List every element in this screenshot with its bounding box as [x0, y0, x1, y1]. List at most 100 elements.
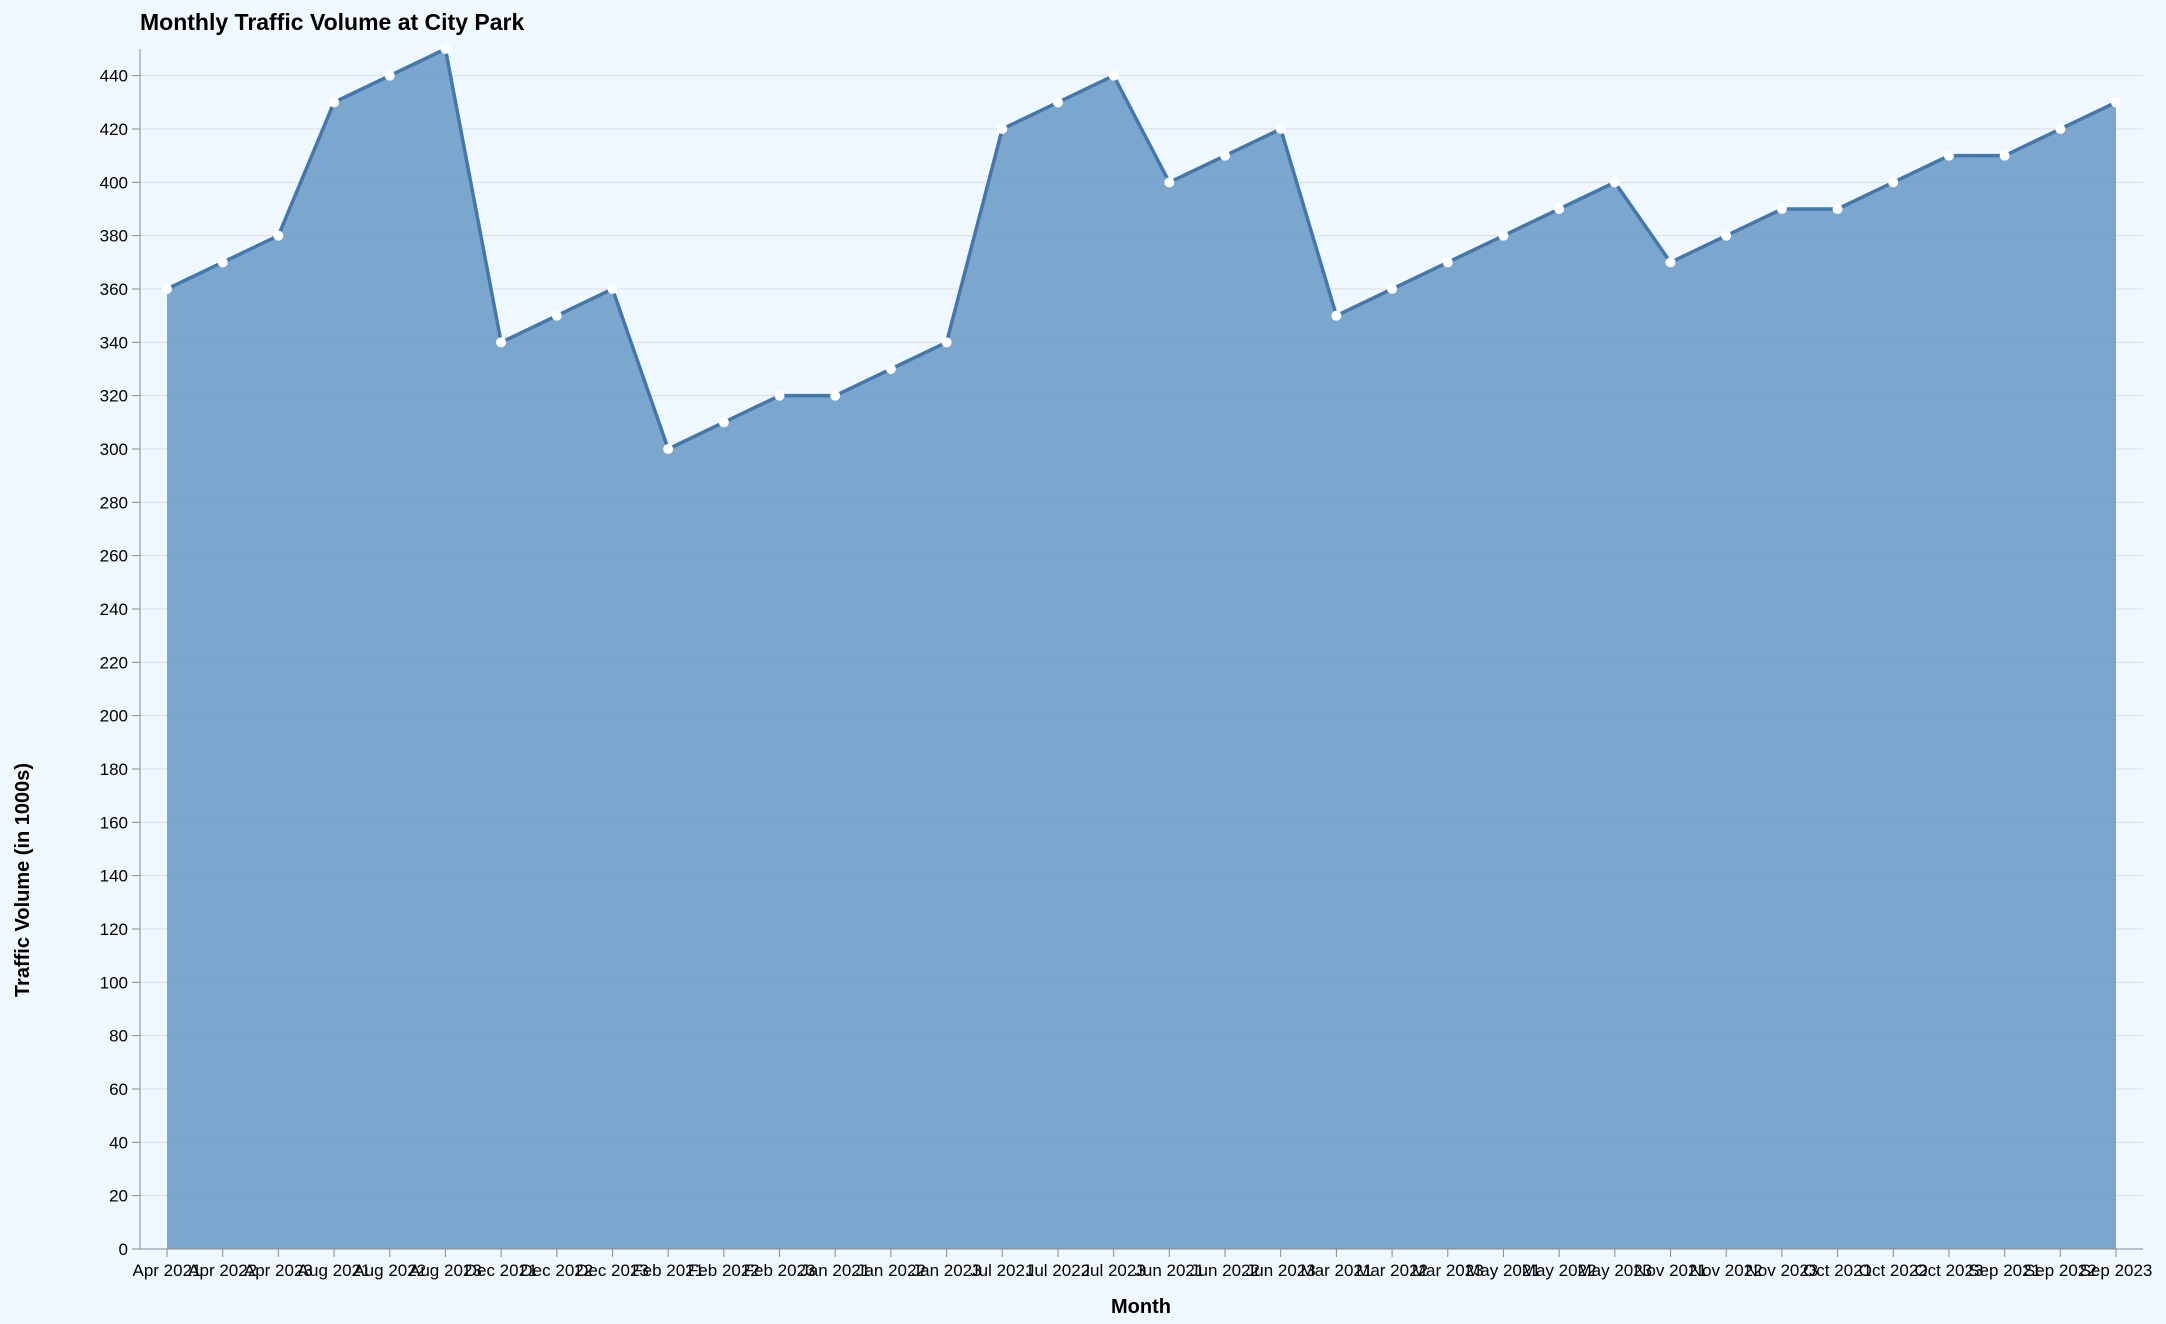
y-tick-label: 160: [100, 813, 128, 832]
data-point: [217, 257, 228, 268]
data-point: [1108, 70, 1119, 81]
data-point: [1387, 284, 1398, 294]
x-tick-label: Apr 2023: [244, 1261, 313, 1280]
data-point: [830, 390, 841, 401]
data-point: [440, 44, 451, 54]
x-tick-label: Oct 2021: [1803, 1261, 1872, 1280]
chart-title: Monthly Traffic Volume at City Park: [140, 9, 524, 35]
data-point: [774, 390, 785, 401]
x-tick-label: May 2022: [1522, 1261, 1597, 1280]
x-tick-label: May 2023: [1577, 1261, 1652, 1280]
data-point: [273, 230, 284, 241]
x-axis-title: Month: [1111, 1296, 1171, 1318]
y-tick-label: 260: [100, 547, 128, 566]
x-tick-label: Jul 2021: [970, 1261, 1034, 1280]
x-tick-label: Feb 2022: [688, 1261, 760, 1280]
x-tick-label: Sep 2022: [2024, 1261, 2097, 1280]
data-point: [997, 124, 1008, 134]
data-point: [941, 337, 952, 348]
x-tick-label: Aug 2022: [353, 1261, 426, 1280]
x-tick-label: Jul 2023: [1082, 1261, 1146, 1280]
x-tick-label: Jul 2022: [1026, 1261, 1090, 1280]
x-tick-label: Apr 2021: [133, 1261, 202, 1280]
x-tick-label: Feb 2023: [744, 1261, 816, 1280]
y-tick-label: 440: [100, 67, 128, 86]
x-tick-label: Sep 2023: [2080, 1261, 2153, 1280]
y-tick-label: 340: [100, 333, 128, 352]
x-tick-label: Dec 2022: [520, 1261, 593, 1280]
data-point: [1721, 230, 1732, 241]
y-tick-label: 180: [100, 760, 128, 779]
y-tick-label: 380: [100, 227, 128, 246]
x-tick-label: Aug 2021: [298, 1261, 371, 1280]
data-point: [2111, 97, 2121, 108]
data-point: [1498, 230, 1509, 241]
data-point: [329, 97, 340, 108]
data-point: [1442, 257, 1453, 268]
area-fill: [167, 49, 2116, 1249]
axes: 0 20 40 60 80 100 120 140 160 180 200 220 240 260 280 3…: [100, 49, 2153, 1280]
x-tick-label: Jun 2023: [1246, 1261, 1316, 1280]
data-point: [496, 337, 507, 348]
x-tick-label: Feb 2021: [632, 1261, 704, 1280]
y-tick-label: 420: [100, 120, 128, 139]
x-tick-label: Mar 2022: [1356, 1261, 1428, 1280]
y-tick-label: 280: [100, 493, 128, 512]
data-point: [1776, 204, 1787, 214]
x-tick-label: Aug 2023: [409, 1261, 482, 1280]
data-point: [162, 284, 172, 294]
x-tick-label: Sep 2021: [1968, 1261, 2041, 1280]
x-tick-label: Dec 2023: [576, 1261, 649, 1280]
data-point: [1554, 204, 1565, 214]
y-axis-title: Traffic Volume (in 1000s): [12, 763, 34, 997]
data-point: [1999, 150, 2010, 161]
x-tick-label: Nov 2022: [1690, 1261, 1763, 1280]
y-tick-label: 0: [119, 1240, 128, 1259]
x-tick-label: Mar 2023: [1412, 1261, 1484, 1280]
data-point: [551, 310, 562, 321]
y-tick-label: 300: [100, 440, 128, 459]
x-tick-label: Jan 2023: [912, 1261, 982, 1280]
x-tick-label: Jan 2022: [856, 1261, 926, 1280]
data-points: [162, 44, 2121, 454]
data-point: [1275, 124, 1286, 134]
data-point: [384, 70, 395, 81]
data-point: [1665, 257, 1676, 268]
data-point: [2055, 124, 2066, 134]
y-tick-label: 140: [100, 867, 128, 886]
y-tick-label: 60: [109, 1080, 128, 1099]
x-tick-label: Jan 2021: [800, 1261, 870, 1280]
x-tick-label: May 2021: [1466, 1261, 1541, 1280]
x-tick-label: Apr 2022: [188, 1261, 257, 1280]
series-line: [166, 47, 2117, 451]
x-tick-label: Jun 2021: [1134, 1261, 1204, 1280]
y-tick-label: 400: [100, 173, 128, 192]
data-point: [1609, 177, 1620, 188]
y-tick-label: 120: [100, 920, 128, 939]
data-point: [1943, 150, 1954, 161]
data-point: [885, 364, 896, 374]
data-point: [1888, 177, 1899, 188]
y-tick-label: 20: [109, 1187, 128, 1206]
x-tick-label: Nov 2021: [1634, 1261, 1707, 1280]
data-point: [663, 444, 674, 454]
y-tick-label: 40: [109, 1133, 128, 1152]
x-tick-label: Nov 2023: [1745, 1261, 1818, 1280]
data-point: [607, 284, 618, 294]
y-tick-label: 200: [100, 707, 128, 726]
data-point: [1220, 150, 1231, 161]
data-point: [1832, 204, 1843, 214]
data-point: [718, 417, 729, 428]
data-point: [1331, 310, 1342, 321]
data-point: [1164, 177, 1175, 188]
data-point: [1052, 97, 1063, 108]
x-tick-label: Oct 2023: [1914, 1261, 1983, 1280]
area-layer: [166, 47, 2117, 1249]
x-tick-label: Dec 2021: [465, 1261, 538, 1280]
x-tick-label: Jun 2022: [1190, 1261, 1260, 1280]
x-tick-label: Oct 2022: [1859, 1261, 1928, 1280]
y-tick-label: 240: [100, 600, 128, 619]
x-tick-label: Mar 2021: [1300, 1261, 1372, 1280]
